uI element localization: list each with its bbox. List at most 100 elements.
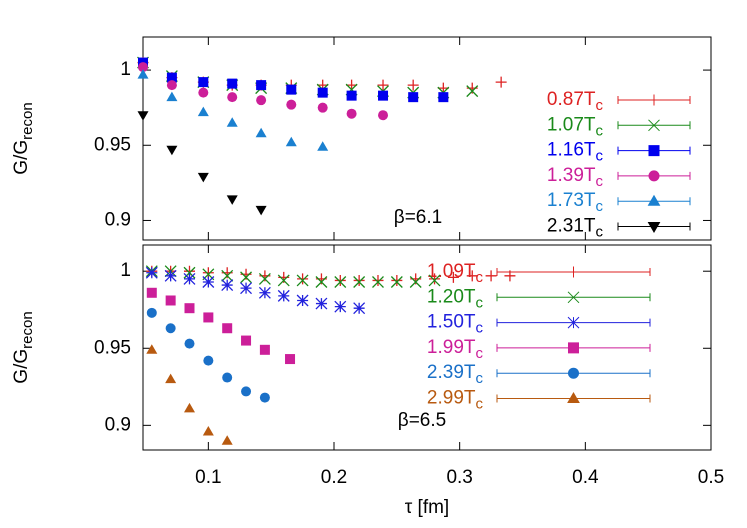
- marker-shape: [317, 141, 329, 151]
- data-point: [146, 287, 157, 298]
- data-point: [198, 87, 209, 98]
- marker-shape: [334, 300, 347, 313]
- y-axis-label: G/Grecon: [11, 102, 36, 174]
- marker-shape: [285, 354, 296, 365]
- marker-shape: [466, 85, 479, 98]
- marker-shape: [255, 205, 267, 216]
- data-point: [145, 266, 158, 279]
- plot-frame: [142, 36, 712, 241]
- marker-shape: [495, 76, 507, 88]
- marker-shape: [378, 90, 389, 101]
- data-point: [286, 99, 297, 110]
- legend-symbol: [496, 266, 651, 278]
- data-point: [315, 276, 328, 288]
- data-point: [495, 76, 507, 88]
- marker-shape: [222, 323, 233, 334]
- annotation: β=6.1: [394, 207, 442, 228]
- data-point: [183, 266, 196, 279]
- data-point: [258, 272, 271, 285]
- data-point: [391, 274, 403, 286]
- data-point: [255, 127, 267, 138]
- data-point: [334, 274, 346, 286]
- legend-label: 0.87Tc: [547, 89, 604, 114]
- data-point: [296, 274, 309, 287]
- marker-shape: [240, 271, 253, 284]
- data-point: [221, 435, 233, 445]
- legend-marker: [647, 222, 661, 233]
- data-point: [409, 276, 422, 288]
- data-point: [183, 272, 196, 285]
- data-point: [277, 274, 290, 287]
- data-point: [378, 110, 389, 121]
- data-point: [353, 274, 365, 286]
- data-point: [256, 95, 267, 106]
- data-point: [203, 355, 214, 366]
- marker-shape: [296, 274, 309, 287]
- marker-shape: [372, 274, 384, 286]
- legend-symbol: [496, 291, 651, 304]
- data-point: [334, 276, 347, 288]
- data-point: [346, 90, 357, 101]
- legend-marker: [568, 342, 579, 354]
- marker-shape: [222, 372, 233, 383]
- data-point: [429, 273, 441, 285]
- marker-shape: [256, 95, 267, 106]
- data-point: [346, 108, 357, 119]
- data-point: [227, 78, 238, 89]
- data-point: [259, 392, 270, 403]
- legend-label: 1.20Tc: [427, 286, 484, 311]
- marker-shape: [447, 271, 459, 283]
- marker-shape: [202, 276, 215, 288]
- x-tick-label: 0.4: [572, 467, 599, 488]
- legend-label: 1.09Tc: [427, 261, 484, 286]
- marker-shape: [227, 92, 238, 103]
- data-point: [137, 69, 149, 79]
- x-axis-label: τ [fm]: [405, 497, 449, 518]
- x-tick-label: 0.3: [446, 467, 472, 488]
- marker-shape: [407, 79, 419, 91]
- legend-symbol: [617, 194, 691, 206]
- marker-shape: [137, 69, 149, 79]
- marker-shape: [146, 344, 158, 354]
- data-point: [256, 80, 267, 91]
- marker-shape: [277, 289, 290, 302]
- marker-shape: [346, 108, 357, 119]
- marker-shape: [198, 87, 209, 98]
- marker-shape: [428, 274, 441, 287]
- x-tick-label: 0.1: [195, 467, 221, 488]
- marker-shape: [285, 136, 297, 147]
- marker-shape: [138, 62, 148, 73]
- data-point: [241, 335, 252, 346]
- legend-symbol: [617, 145, 691, 157]
- marker-shape: [390, 276, 403, 288]
- marker-shape: [256, 80, 267, 91]
- data-point: [372, 276, 384, 288]
- marker-shape: [485, 270, 497, 282]
- data-point: [297, 273, 309, 285]
- data-point: [226, 195, 238, 205]
- marker-shape: [221, 279, 234, 292]
- data-point: [227, 92, 238, 103]
- legend-marker: [567, 291, 580, 304]
- data-point: [428, 274, 441, 287]
- data-point: [241, 386, 252, 397]
- data-point: [202, 276, 215, 288]
- legend-label: 1.99Tc: [427, 337, 484, 362]
- marker-shape: [165, 295, 176, 306]
- data-point: [259, 344, 270, 355]
- marker-shape: [226, 117, 238, 127]
- marker-shape: [296, 294, 309, 307]
- marker-shape: [202, 267, 214, 279]
- data-point: [146, 307, 157, 318]
- x-tick-label: 0.5: [698, 467, 724, 488]
- marker-shape: [255, 127, 267, 138]
- marker-shape: [286, 99, 297, 110]
- marker-shape: [165, 323, 176, 334]
- marker-shape: [241, 386, 252, 397]
- data-point: [296, 294, 309, 307]
- data-point: [286, 84, 297, 95]
- data-point: [285, 136, 297, 147]
- data-point: [258, 286, 271, 299]
- data-point: [315, 297, 328, 310]
- marker-shape: [258, 272, 271, 285]
